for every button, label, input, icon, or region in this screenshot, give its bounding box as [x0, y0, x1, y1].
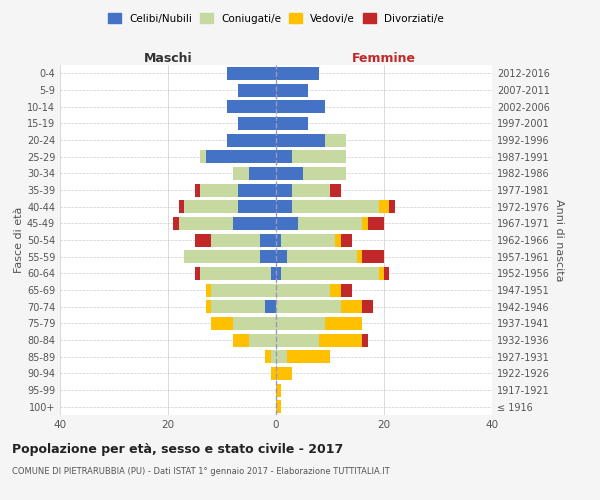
Bar [173, 217, 179, 230]
Bar [276, 84, 308, 96]
Y-axis label: Anni di nascita: Anni di nascita [554, 198, 563, 281]
Bar [265, 300, 276, 313]
Bar [325, 317, 362, 330]
Text: COMUNE DI PIETRARUBBIA (PU) - Dati ISTAT 1° gennaio 2017 - Elaborazione TUTTITAL: COMUNE DI PIETRARUBBIA (PU) - Dati ISTAT… [12, 468, 390, 476]
Bar [276, 334, 319, 346]
Bar [330, 284, 341, 296]
Bar [292, 150, 346, 163]
Bar [265, 350, 271, 363]
Text: Maschi: Maschi [143, 52, 193, 65]
Bar [330, 184, 341, 196]
Bar [325, 134, 346, 146]
Bar [276, 400, 281, 413]
Bar [379, 267, 384, 280]
Bar [211, 300, 265, 313]
Bar [292, 184, 330, 196]
Bar [319, 334, 362, 346]
Bar [276, 167, 303, 180]
Bar [195, 267, 200, 280]
Bar [281, 267, 379, 280]
Bar [233, 334, 249, 346]
Bar [276, 300, 341, 313]
Bar [341, 284, 352, 296]
Bar [341, 300, 362, 313]
Bar [362, 250, 384, 263]
Bar [379, 200, 389, 213]
Bar [249, 167, 276, 180]
Bar [276, 217, 298, 230]
Bar [206, 300, 211, 313]
Bar [200, 150, 206, 163]
Bar [276, 234, 281, 246]
Bar [303, 167, 346, 180]
Bar [179, 217, 233, 230]
Bar [276, 117, 308, 130]
Bar [287, 250, 357, 263]
Bar [238, 184, 276, 196]
Bar [206, 284, 211, 296]
Bar [298, 217, 362, 230]
Bar [276, 134, 325, 146]
Y-axis label: Fasce di età: Fasce di età [14, 207, 24, 273]
Bar [276, 267, 281, 280]
Bar [211, 317, 233, 330]
Text: Femmine: Femmine [352, 52, 416, 65]
Bar [389, 200, 395, 213]
Bar [276, 67, 319, 80]
Bar [292, 200, 379, 213]
Bar [227, 100, 276, 113]
Bar [362, 217, 368, 230]
Bar [276, 350, 287, 363]
Bar [276, 184, 292, 196]
Bar [368, 217, 384, 230]
Bar [200, 184, 238, 196]
Bar [357, 250, 362, 263]
Bar [260, 234, 276, 246]
Bar [249, 334, 276, 346]
Bar [362, 300, 373, 313]
Bar [260, 250, 276, 263]
Bar [195, 234, 211, 246]
Bar [384, 267, 389, 280]
Bar [227, 134, 276, 146]
Bar [271, 267, 276, 280]
Bar [195, 184, 200, 196]
Bar [276, 317, 325, 330]
Bar [238, 84, 276, 96]
Bar [276, 150, 292, 163]
Text: Popolazione per età, sesso e stato civile - 2017: Popolazione per età, sesso e stato civil… [12, 442, 343, 456]
Bar [179, 200, 184, 213]
Bar [184, 250, 260, 263]
Bar [341, 234, 352, 246]
Bar [238, 117, 276, 130]
Bar [233, 217, 276, 230]
Bar [276, 384, 281, 396]
Bar [211, 234, 260, 246]
Bar [271, 350, 276, 363]
Bar [271, 367, 276, 380]
Bar [184, 200, 238, 213]
Bar [233, 167, 249, 180]
Bar [233, 317, 276, 330]
Bar [287, 350, 330, 363]
Bar [276, 100, 325, 113]
Bar [200, 267, 271, 280]
Bar [281, 234, 335, 246]
Bar [276, 250, 287, 263]
Bar [276, 200, 292, 213]
Bar [211, 284, 276, 296]
Bar [206, 150, 276, 163]
Bar [362, 334, 368, 346]
Bar [227, 67, 276, 80]
Bar [276, 284, 330, 296]
Bar [238, 200, 276, 213]
Bar [276, 367, 292, 380]
Legend: Celibi/Nubili, Coniugati/e, Vedovi/e, Divorziati/e: Celibi/Nubili, Coniugati/e, Vedovi/e, Di… [105, 10, 447, 26]
Bar [335, 234, 341, 246]
